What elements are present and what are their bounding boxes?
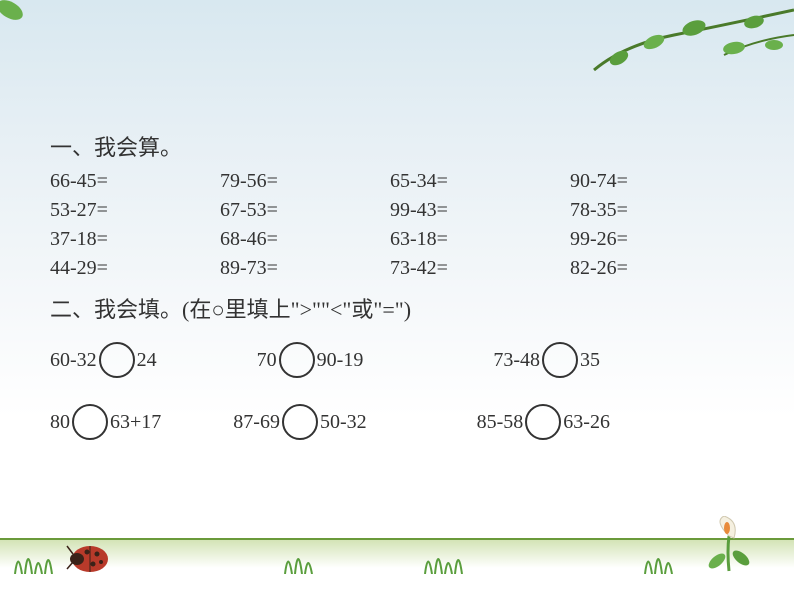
- problem-cell: 90-74=: [570, 170, 720, 193]
- problem-cell: 66-45=: [50, 170, 220, 193]
- fill-row-2: 80 63+17 87-69 50-32 85-58 63-26: [50, 404, 750, 440]
- problem-cell: 53-27=: [50, 199, 220, 222]
- problem-cell: 82-26=: [570, 257, 720, 280]
- fill-row-1: 60-32 24 70 90-19 73-48 35: [50, 342, 750, 378]
- compare-circle: [279, 342, 315, 378]
- fill-left: 80: [50, 411, 70, 434]
- problem-cell: 79-56=: [220, 170, 390, 193]
- problem-cell: 89-73=: [220, 257, 390, 280]
- fill-right: 35: [580, 349, 600, 372]
- grass-clump: [420, 534, 470, 574]
- fill-item: 60-32 24: [50, 342, 157, 378]
- grass-clump: [10, 534, 60, 574]
- compare-circle: [99, 342, 135, 378]
- fill-left: 70: [257, 349, 277, 372]
- worksheet-content: 一、我会算。 66-45= 79-56= 65-34= 90-74= 53-27…: [50, 130, 750, 440]
- compare-circle: [282, 404, 318, 440]
- fill-right: 90-19: [317, 349, 364, 372]
- problem-cell: 67-53=: [220, 199, 390, 222]
- cala-decoration: [699, 516, 759, 576]
- problem-cell: 99-26=: [570, 228, 720, 251]
- fill-item: 73-48 35: [493, 342, 600, 378]
- fill-item: 70 90-19: [257, 342, 364, 378]
- leaf-left-decoration: [0, 0, 40, 30]
- problem-cell: 73-42=: [390, 257, 570, 280]
- fill-item: 85-58 63-26: [477, 404, 610, 440]
- fill-left: 60-32: [50, 349, 97, 372]
- fill-right: 50-32: [320, 411, 367, 434]
- fill-item: 87-69 50-32: [233, 404, 366, 440]
- problem-cell: 37-18=: [50, 228, 220, 251]
- grass-clump: [280, 534, 330, 574]
- problem-cell: 65-34=: [390, 170, 570, 193]
- compare-circle: [525, 404, 561, 440]
- fill-left: 87-69: [233, 411, 280, 434]
- fill-left: 85-58: [477, 411, 524, 434]
- grass-clump: [640, 534, 690, 574]
- problem-cell: 44-29=: [50, 257, 220, 280]
- fill-right: 63+17: [110, 411, 161, 434]
- ladybug-decoration: [65, 534, 115, 574]
- compare-circle: [72, 404, 108, 440]
- compare-circle: [542, 342, 578, 378]
- section2-heading: 二、我会填。(在○里填上">""<"或"="): [50, 292, 750, 324]
- section1-heading: 一、我会算。: [50, 130, 750, 162]
- fill-right: 24: [137, 349, 157, 372]
- fill-item: 80 63+17: [50, 404, 161, 440]
- problems-grid: 66-45= 79-56= 65-34= 90-74= 53-27= 67-53…: [50, 170, 750, 280]
- fill-left: 73-48: [493, 349, 540, 372]
- problem-cell: 68-46=: [220, 228, 390, 251]
- problem-cell: 63-18=: [390, 228, 570, 251]
- problem-cell: 99-43=: [390, 199, 570, 222]
- branch-decoration: [574, 0, 794, 100]
- problem-cell: 78-35=: [570, 199, 720, 222]
- fill-right: 63-26: [563, 411, 610, 434]
